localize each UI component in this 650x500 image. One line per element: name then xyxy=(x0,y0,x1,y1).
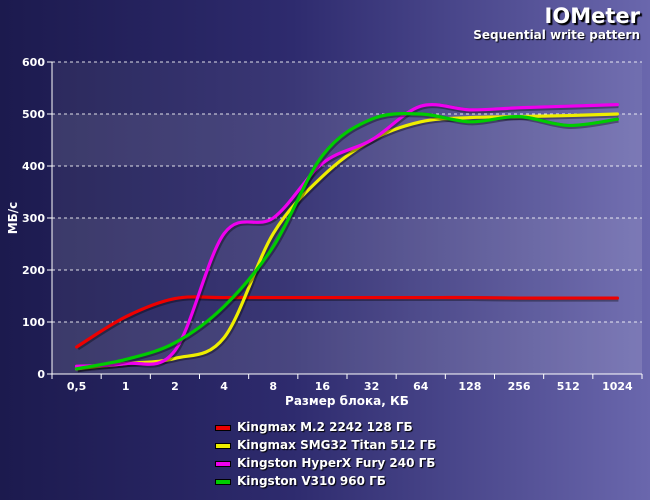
y-axis-ticks: 0 100 200 300 400 500 600 xyxy=(22,56,45,381)
chart-svg: 0 100 200 300 400 500 600 0,5 1 2 4 8 16 32 64 128 256 5… xyxy=(6,56,643,408)
x-tick-label: 8 xyxy=(269,380,277,393)
y-tick-label: 200 xyxy=(22,264,45,277)
legend-label: Kingston V310 960 ГБ xyxy=(237,474,386,488)
x-tick-label: 512 xyxy=(557,380,580,393)
legend-swatch xyxy=(215,425,231,431)
x-tick-label: 32 xyxy=(364,380,379,393)
plot-band xyxy=(52,62,642,114)
legend-label: Kingmax SMG32 Titan 512 ГБ xyxy=(237,438,437,452)
series-lines xyxy=(74,103,620,373)
y-tick-label: 300 xyxy=(22,212,45,225)
y-tick-label: 500 xyxy=(22,108,45,121)
y-tick-label: 400 xyxy=(22,160,45,173)
legend-label: Kingmax M.2 2242 128 ГБ xyxy=(237,420,413,434)
legend-swatch xyxy=(215,479,231,485)
x-tick-label: 4 xyxy=(220,380,228,393)
x-axis-label: Размер блока, КБ xyxy=(285,394,409,408)
series-line-v310 xyxy=(74,112,620,371)
x-tick-label: 1 xyxy=(122,380,130,393)
x-axis-ticks: 0,5 1 2 4 8 16 32 64 128 256 512 1024 xyxy=(67,380,633,393)
x-tick-label: 0,5 xyxy=(67,380,87,393)
x-tick-label: 1024 xyxy=(602,380,633,393)
plot-area xyxy=(52,62,642,374)
x-tick-label: 2 xyxy=(171,380,179,393)
y-tick-label: 600 xyxy=(22,56,45,69)
x-tick-label: 16 xyxy=(315,380,331,393)
legend-swatch xyxy=(215,443,231,449)
chart-subtitle: Sequential write pattern xyxy=(473,28,640,42)
x-tick-label: 256 xyxy=(508,380,531,393)
legend-label: Kingston HyperX Fury 240 ГБ xyxy=(237,456,436,470)
plot-band xyxy=(52,166,642,218)
plot-band xyxy=(52,218,642,270)
chart-title: IOMeter xyxy=(544,4,640,28)
legend-swatch xyxy=(215,461,231,467)
y-axis-label: МБ/с xyxy=(6,202,20,235)
y-tick-label: 0 xyxy=(37,368,45,381)
series-line-kingmax-m2 xyxy=(74,295,620,349)
x-tick-label: 64 xyxy=(413,380,429,393)
y-tick-label: 100 xyxy=(22,316,45,329)
grid-lines xyxy=(47,61,643,379)
series-line-hyperx-fury xyxy=(74,103,620,368)
x-tick-label: 128 xyxy=(458,380,481,393)
